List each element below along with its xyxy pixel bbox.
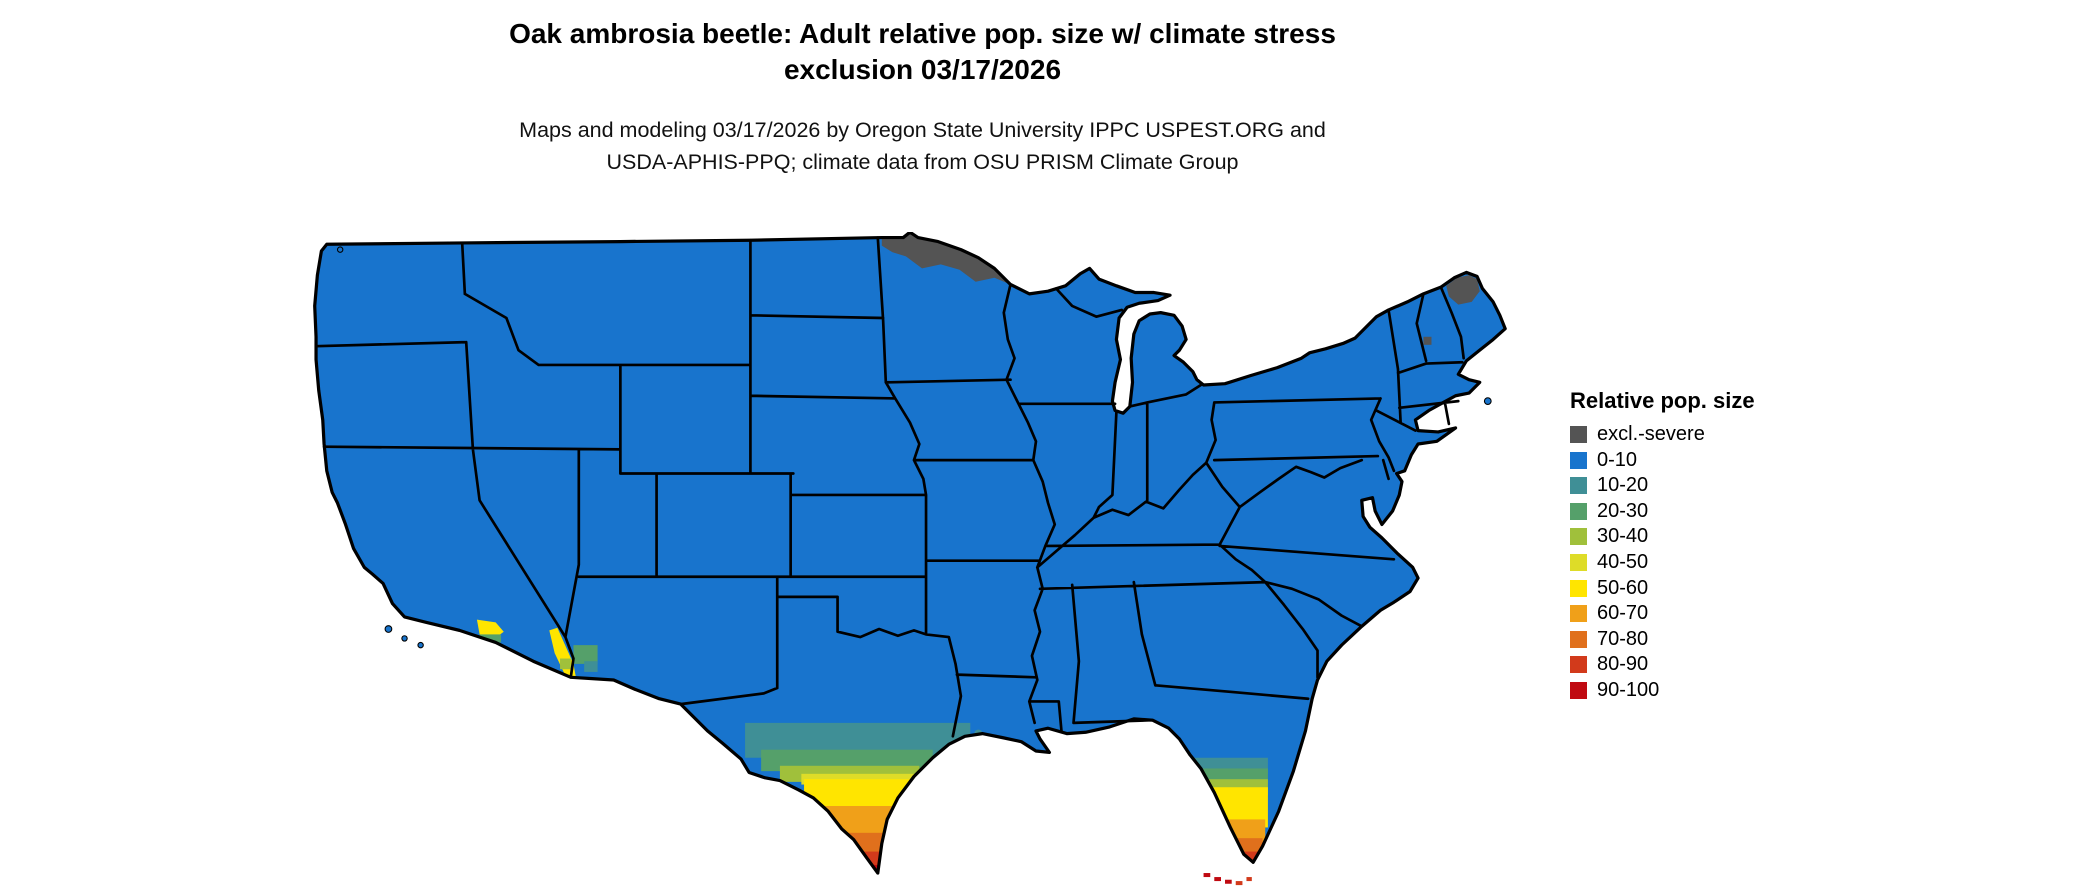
national-outline — [313, 232, 1507, 875]
us-map — [313, 232, 1507, 886]
legend-swatch-50-60 — [1570, 579, 1587, 597]
subtitle-line-1: Maps and modeling 03/17/2026 by Oregon S… — [519, 117, 1326, 142]
overlay-az-10-20 — [584, 661, 598, 672]
overlay-az-30-40 — [560, 658, 571, 670]
legend-label: 70-80 — [1597, 627, 1649, 650]
legend-label: 90-100 — [1597, 678, 1660, 701]
channel-island — [384, 625, 393, 633]
title-line-1: Oak ambrosia beetle: Adult relative pop.… — [509, 18, 1336, 49]
legend-item: 50-60 — [1570, 576, 1870, 599]
legend-item: 20-30 — [1570, 499, 1870, 522]
legend-item: 30-40 — [1570, 525, 1870, 548]
legend-swatch-20-30 — [1570, 502, 1587, 520]
overlay-excl-minnesota — [881, 232, 1011, 285]
map-legend: Relative pop. size excl.-severe 0-10 10-… — [1570, 388, 1870, 701]
legend-item: 60-70 — [1570, 602, 1870, 625]
legend-label: excl.-severe — [1597, 423, 1705, 445]
key-island — [1214, 877, 1221, 882]
subtitle-line-2: USDA-APHIS-PPQ; climate data from OSU PR… — [606, 149, 1239, 174]
florida-keys — [1203, 873, 1252, 886]
page-title: Oak ambrosia beetle: Adult relative pop.… — [0, 16, 1845, 88]
san-juan-island — [336, 246, 344, 253]
legend-label: 20-30 — [1597, 499, 1649, 522]
legend-label: 50-60 — [1597, 576, 1649, 599]
legend-swatch-0-10 — [1570, 451, 1587, 469]
legend-item: 70-80 — [1570, 627, 1870, 650]
legend-swatch-40-50 — [1570, 553, 1587, 571]
key-island — [1225, 879, 1232, 884]
offshore-islands — [336, 246, 1492, 649]
legend-label: 60-70 — [1597, 602, 1649, 625]
overlay-az-20-30 — [573, 645, 598, 664]
overlay-tx-40-50 — [801, 773, 914, 785]
legend-swatch-10-20 — [1570, 477, 1587, 495]
overlay-ca-coast-20-30 — [479, 634, 502, 643]
legend-title: Relative pop. size — [1570, 388, 1755, 413]
legend-item: 0-10 — [1570, 448, 1870, 471]
legend-swatch-80-90 — [1570, 656, 1587, 674]
legend-swatch-70-80 — [1570, 630, 1587, 648]
legend-label: 10-20 — [1597, 474, 1649, 497]
figure-subtitle: Maps and modeling 03/17/2026 by Oregon S… — [0, 114, 1845, 179]
key-island — [1246, 877, 1252, 882]
state-borders — [314, 236, 1465, 738]
legend-swatch-60-70 — [1570, 605, 1587, 623]
key-island — [1203, 873, 1211, 878]
title-line-2: exclusion 03/17/2026 — [783, 53, 1062, 85]
legend-item: 80-90 — [1570, 653, 1870, 676]
map-land — [314, 232, 1506, 874]
legend-label: 30-40 — [1597, 525, 1649, 548]
overlay-excl-maine — [1446, 275, 1480, 305]
legend-swatch-30-40 — [1570, 528, 1587, 546]
legend-rows: excl.-severe 0-10 10-20 20-30 30-40 40-5… — [1570, 423, 1870, 701]
channel-island — [401, 635, 408, 642]
legend-item: 90-100 — [1570, 678, 1870, 701]
legend-item: 40-50 — [1570, 550, 1870, 573]
key-island — [1235, 881, 1243, 886]
legend-label: 40-50 — [1597, 550, 1649, 573]
legend-item: excl.-severe — [1570, 423, 1870, 445]
legend-label: 80-90 — [1597, 653, 1649, 676]
figure-header: Oak ambrosia beetle: Adult relative pop.… — [0, 16, 1845, 178]
channel-island — [417, 641, 424, 649]
legend-item: 10-20 — [1570, 474, 1870, 497]
overlay-excl-vermont-speck — [1423, 336, 1432, 345]
legend-label: 0-10 — [1597, 448, 1638, 471]
legend-swatch-excl-severe — [1570, 426, 1587, 443]
legend-swatch-90-100 — [1570, 681, 1587, 699]
nantucket-island — [1483, 397, 1492, 406]
